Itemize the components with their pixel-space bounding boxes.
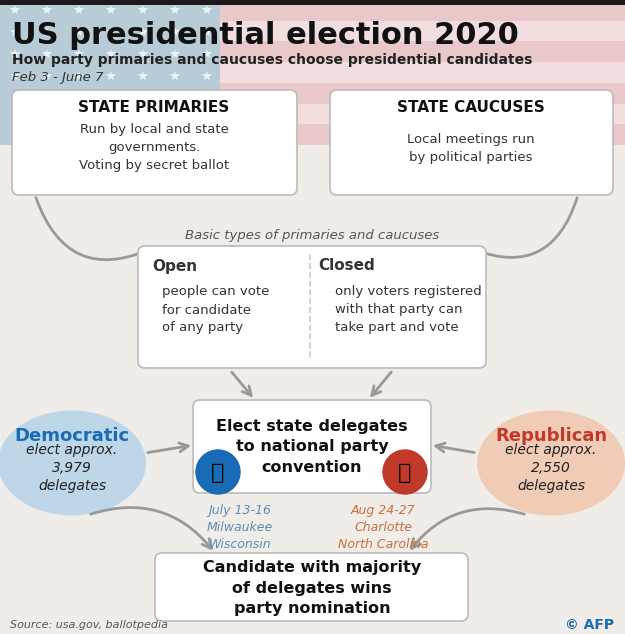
- FancyBboxPatch shape: [220, 124, 625, 145]
- Text: Feb 3 - June 7: Feb 3 - June 7: [12, 72, 103, 84]
- Text: only voters registered
with that party can
take part and vote: only voters registered with that party c…: [334, 285, 481, 335]
- Text: people can vote
for candidate
of any party: people can vote for candidate of any par…: [162, 285, 270, 335]
- FancyBboxPatch shape: [138, 246, 486, 368]
- Text: 🐴: 🐴: [211, 463, 225, 483]
- Circle shape: [196, 450, 240, 494]
- FancyBboxPatch shape: [220, 21, 625, 41]
- FancyBboxPatch shape: [220, 62, 625, 83]
- Text: ⬡: ⬡: [200, 451, 236, 493]
- Text: Candidate with majority
of delegates wins
party nomination: Candidate with majority of delegates win…: [203, 560, 421, 616]
- FancyBboxPatch shape: [12, 90, 297, 195]
- Text: Basic types of primaries and caucuses: Basic types of primaries and caucuses: [185, 230, 439, 242]
- Text: Aug 24-27
Charlotte
North Carolina: Aug 24-27 Charlotte North Carolina: [338, 504, 428, 551]
- Text: © AFP: © AFP: [565, 618, 614, 632]
- FancyBboxPatch shape: [155, 553, 468, 621]
- Text: elect approx.
2,550
delegates: elect approx. 2,550 delegates: [506, 443, 597, 493]
- Text: US presidential election 2020: US presidential election 2020: [12, 20, 519, 49]
- FancyBboxPatch shape: [0, 0, 220, 145]
- FancyBboxPatch shape: [193, 400, 431, 493]
- FancyBboxPatch shape: [220, 103, 625, 124]
- Text: July 13-16
Milwaukee
Wisconsin: July 13-16 Milwaukee Wisconsin: [207, 504, 273, 551]
- Text: Local meetings run
by political parties: Local meetings run by political parties: [408, 133, 535, 164]
- Text: 🐘: 🐘: [398, 463, 412, 483]
- Text: STATE PRIMARIES: STATE PRIMARIES: [78, 101, 229, 115]
- Text: STATE CAUCUSES: STATE CAUCUSES: [397, 101, 545, 115]
- Text: elect approx.
3,979
delegates: elect approx. 3,979 delegates: [26, 443, 118, 493]
- FancyBboxPatch shape: [220, 0, 625, 21]
- Text: Source: usa.gov, ballotpedia: Source: usa.gov, ballotpedia: [10, 620, 168, 630]
- FancyBboxPatch shape: [0, 0, 625, 5]
- Ellipse shape: [477, 410, 625, 515]
- Text: Run by local and state
governments.
Voting by secret ballot: Run by local and state governments. Voti…: [79, 124, 229, 172]
- Circle shape: [383, 450, 427, 494]
- Ellipse shape: [0, 410, 146, 515]
- FancyBboxPatch shape: [220, 83, 625, 103]
- Text: Democratic: Democratic: [14, 427, 129, 445]
- Text: Open: Open: [152, 259, 197, 273]
- Text: Republican: Republican: [495, 427, 607, 445]
- Text: Closed: Closed: [318, 259, 375, 273]
- Text: Elect state delegates
to national party
convention: Elect state delegates to national party …: [216, 419, 408, 475]
- FancyBboxPatch shape: [330, 90, 613, 195]
- Text: How party primaries and caucuses choose presidential candidates: How party primaries and caucuses choose …: [12, 53, 532, 67]
- Circle shape: [197, 451, 239, 493]
- FancyBboxPatch shape: [220, 41, 625, 62]
